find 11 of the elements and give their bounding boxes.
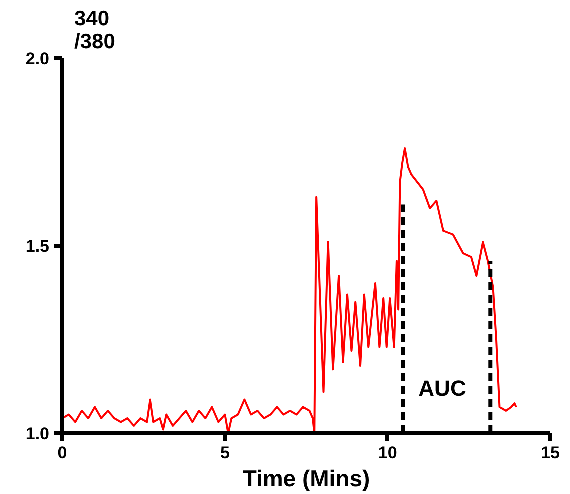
y-tick-label: 1.5 bbox=[26, 237, 50, 256]
y-tick-label: 2.0 bbox=[26, 50, 50, 68]
x-tick-label: 10 bbox=[378, 444, 398, 462]
line-series bbox=[62, 148, 518, 434]
x-tick-label: 0 bbox=[58, 444, 68, 462]
x-axis-title: Time (Mins) bbox=[242, 466, 370, 492]
x-tick-label: 5 bbox=[220, 444, 230, 462]
y-axis-title: 340 /380 bbox=[74, 8, 116, 54]
y-tick-label: 1.0 bbox=[26, 424, 50, 444]
x-tick-label: 15 bbox=[541, 444, 560, 462]
annotation: AUC bbox=[418, 376, 466, 401]
